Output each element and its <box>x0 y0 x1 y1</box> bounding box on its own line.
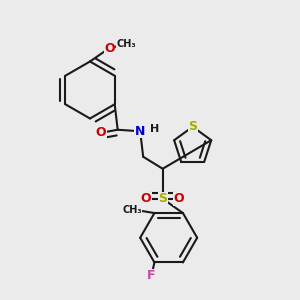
Text: S: S <box>158 192 167 205</box>
Text: O: O <box>96 126 106 139</box>
Text: F: F <box>147 269 156 282</box>
Text: S: S <box>188 120 197 133</box>
Text: CH₃: CH₃ <box>116 39 136 50</box>
Text: N: N <box>135 125 146 138</box>
Text: O: O <box>174 192 184 205</box>
Text: O: O <box>104 41 115 55</box>
Text: O: O <box>141 192 152 205</box>
Text: H: H <box>150 124 159 134</box>
Text: CH₃: CH₃ <box>122 205 142 215</box>
